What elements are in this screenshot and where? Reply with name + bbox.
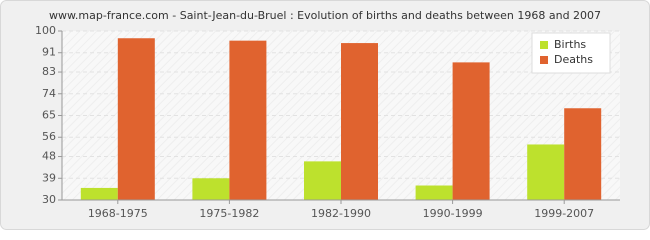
legend-label: Deaths [554,53,593,66]
y-tick-label: 39 [42,171,56,184]
x-tick-label: 1975-1982 [199,207,259,220]
bar [452,62,490,201]
x-tick-label: 1968-1975 [88,207,148,220]
legend-swatch [540,56,548,64]
y-tick-label: 56 [42,130,56,143]
bar [304,161,341,200]
bar [415,185,453,200]
bar [229,40,267,201]
bar [527,144,565,200]
y-tick-label: 30 [42,193,56,206]
page: {"chart_data": {"type": "bar", "title": … [0,0,650,230]
y-tick-label: 100 [35,24,56,37]
y-tick-label: 74 [42,87,56,100]
y-tick-label: 91 [42,46,56,59]
x-tick-label: 1990-1999 [423,207,483,220]
y-tick-label: 48 [42,150,56,163]
bar [80,187,118,200]
bar [192,178,230,200]
chart-title: www.map-france.com - Saint-Jean-du-Bruel… [49,9,601,22]
legend-label: Births [554,38,586,51]
x-tick-label: 1999-2007 [534,207,594,220]
bar [564,108,602,200]
y-tick-label: 83 [42,65,56,78]
chart: www.map-france.com - Saint-Jean-du-Bruel… [0,0,650,230]
legend-box [531,32,611,74]
x-tick-label: 1982-1990 [311,207,371,220]
bar [341,43,378,201]
bar [117,38,155,200]
legend-swatch [540,41,548,49]
y-tick-label: 65 [42,109,56,122]
